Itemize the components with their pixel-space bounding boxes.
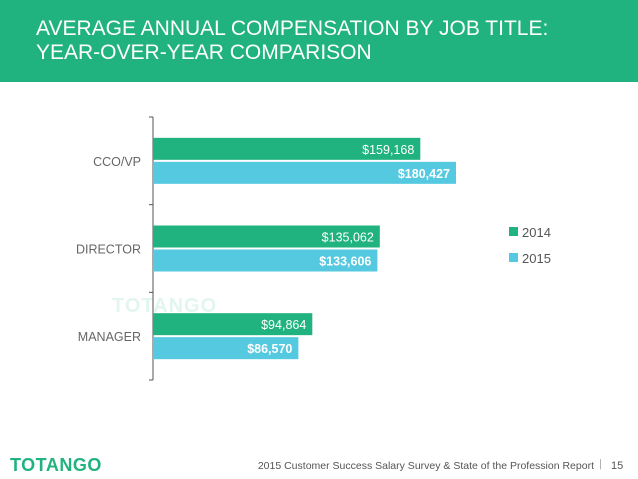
- legend-label-2014: 2014: [522, 225, 551, 240]
- totango-logo: TOTANGO: [10, 455, 102, 475]
- data-label: $135,062: [322, 231, 374, 245]
- data-label: $94,864: [261, 318, 306, 332]
- bar-2015-manager: [153, 337, 299, 360]
- category-label: CCO/VP: [93, 155, 141, 169]
- data-label: $86,570: [247, 342, 292, 356]
- legend-swatch-2015: [509, 253, 518, 262]
- data-label: $180,427: [398, 167, 450, 181]
- header-banner: AVERAGE ANNUAL COMPENSATION BY JOB TITLE…: [0, 0, 638, 82]
- bar-2014-director: [153, 225, 380, 248]
- bar-2014-manager: [153, 313, 313, 336]
- legend-swatch-2014: [509, 227, 518, 236]
- category-label: MANAGER: [78, 330, 141, 344]
- data-label: $159,168: [362, 143, 414, 157]
- watermark: TOTANGO: [112, 295, 218, 317]
- title-line-1: AVERAGE ANNUAL COMPENSATION BY JOB TITLE…: [36, 17, 549, 40]
- page-title: AVERAGE ANNUAL COMPENSATION BY JOB TITLE…: [36, 17, 548, 65]
- bar-2015-cco-vp: [153, 161, 456, 184]
- bar-2014-cco-vp: [153, 137, 421, 160]
- legend-label-2015: 2015: [522, 251, 551, 266]
- page-number: 15: [611, 460, 624, 472]
- title-line-2: YEAR-OVER-YEAR COMPARISON: [36, 41, 372, 64]
- footer-text: 2015 Customer Success Salary Survey & St…: [257, 460, 594, 472]
- bar-2015-director: [153, 249, 378, 272]
- category-label: DIRECTOR: [76, 243, 141, 257]
- footer-separator: |: [599, 458, 602, 470]
- data-label: $133,606: [319, 255, 371, 269]
